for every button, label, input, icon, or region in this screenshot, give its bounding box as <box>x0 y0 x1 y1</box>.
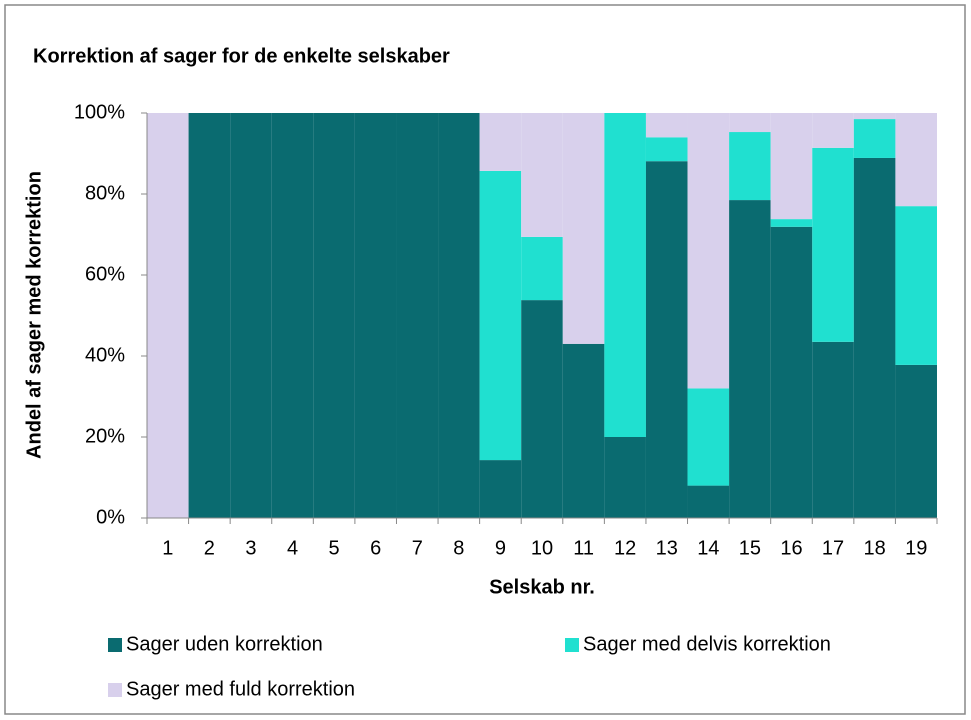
legend-label: Sager med delvis korrektion <box>583 633 831 655</box>
bar-segment <box>770 219 813 227</box>
bar-segment <box>729 113 771 133</box>
y-tick-label: 60% <box>85 263 125 285</box>
bar-segment <box>895 206 937 365</box>
x-tick-label: 4 <box>287 537 298 559</box>
x-tick-label: 13 <box>656 537 678 559</box>
bar-segment <box>853 113 896 120</box>
bar-segment <box>396 113 439 518</box>
bar-segment <box>438 113 480 518</box>
bar-segment <box>645 137 688 162</box>
x-tick-label: 7 <box>412 537 423 559</box>
bar-segment <box>853 119 896 158</box>
bar-segment <box>687 485 730 518</box>
bar-segment <box>521 300 563 518</box>
bar-segment <box>147 113 189 518</box>
x-tick-label: 9 <box>495 537 506 559</box>
bar-segment <box>479 460 522 518</box>
legend-label: Sager uden korrektion <box>126 633 323 655</box>
bar-segment <box>521 113 563 237</box>
bar-segment <box>188 113 231 518</box>
bar-segment <box>230 113 272 518</box>
x-tick-label: 8 <box>453 537 464 559</box>
bar-segment <box>645 161 688 518</box>
legend-swatch <box>108 638 122 652</box>
y-tick-label: 20% <box>85 425 125 447</box>
bar-segment <box>562 113 605 344</box>
x-tick-label: 11 <box>573 537 594 559</box>
bar-segment <box>645 113 688 138</box>
legend-swatch <box>565 638 579 652</box>
bar-segment <box>770 113 813 220</box>
y-tick-label: 40% <box>85 344 125 366</box>
x-tick-label: 17 <box>822 537 844 559</box>
x-tick-label: 3 <box>245 537 256 559</box>
bar-segment <box>853 157 896 518</box>
x-tick-label: 16 <box>780 537 802 559</box>
x-tick-label: 1 <box>162 537 173 559</box>
x-tick-label: 19 <box>905 537 927 559</box>
bar-segment <box>604 113 646 437</box>
bar-segment <box>770 226 813 518</box>
bar-segment <box>812 113 854 148</box>
legend-label: Sager med fuld korrektion <box>126 678 355 700</box>
bar-segment <box>604 437 646 518</box>
x-axis-label: Selskab nr. <box>489 576 595 598</box>
bar-segment <box>687 113 730 389</box>
y-tick-label: 0% <box>96 506 125 528</box>
bar-segment <box>479 170 522 461</box>
y-tick-label: 100% <box>74 101 125 123</box>
bar-segment <box>729 132 771 201</box>
x-tick-label: 5 <box>329 537 340 559</box>
x-tick-label: 2 <box>204 537 215 559</box>
bar-segment <box>562 343 605 518</box>
bar-segment <box>729 200 771 518</box>
bar-segment <box>521 236 563 301</box>
chart-title: Korrektion af sager for de enkelte selsk… <box>33 45 450 67</box>
bar-segment <box>895 364 937 518</box>
bar-segment <box>313 113 355 518</box>
x-tick-label: 6 <box>370 537 381 559</box>
y-tick-label: 80% <box>85 182 125 204</box>
bar-segment <box>271 113 314 518</box>
legend-swatch <box>108 683 122 697</box>
x-tick-label: 12 <box>614 537 636 559</box>
x-tick-label: 14 <box>697 537 719 559</box>
y-axis-label: Andel af sager med korrektion <box>23 171 45 459</box>
x-tick-label: 18 <box>864 537 886 559</box>
x-tick-label: 15 <box>739 537 761 559</box>
bar-segment <box>895 113 937 207</box>
bar-segment <box>812 147 854 342</box>
bar-segment <box>354 113 397 518</box>
bar-segment <box>687 388 730 486</box>
x-tick-label: 10 <box>531 537 553 559</box>
bar-segment <box>812 341 854 518</box>
bar-segment <box>479 113 522 171</box>
